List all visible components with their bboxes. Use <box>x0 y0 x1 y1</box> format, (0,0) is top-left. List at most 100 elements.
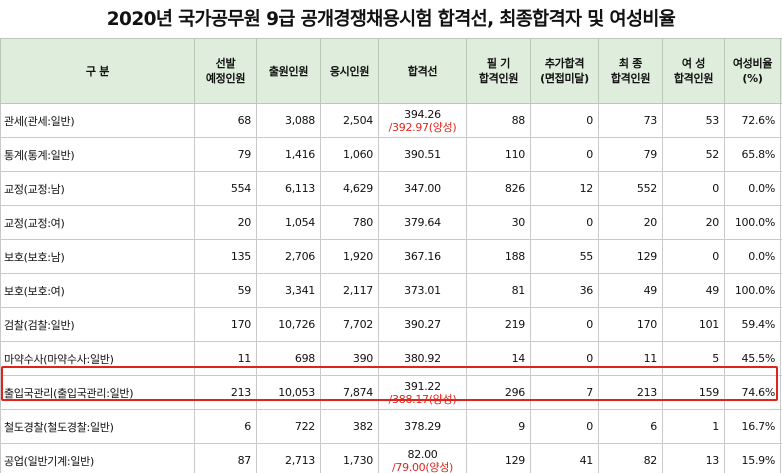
cell-ratio[interactable]: 100.0% <box>724 205 781 240</box>
cell-takers[interactable]: 4,629 <box>320 171 379 206</box>
cell-ratio[interactable]: 65.8% <box>724 137 781 172</box>
cell-cutoff[interactable]: 82.00/79.00(양성) <box>378 443 467 473</box>
cell-cutoff[interactable]: 379.64 <box>378 205 467 240</box>
cell-ratio[interactable]: 100.0% <box>724 273 781 308</box>
cell-cutoff[interactable]: 373.01 <box>378 273 467 308</box>
cell-ratio[interactable]: 16.7% <box>724 409 781 444</box>
cell-final[interactable]: 20 <box>598 205 663 240</box>
cell-written[interactable]: 129 <box>466 443 531 473</box>
cell-applicants[interactable]: 1,416 <box>256 137 321 172</box>
cell-written[interactable]: 14 <box>466 341 531 376</box>
cell-female[interactable]: 13 <box>662 443 725 473</box>
cell-female[interactable]: 20 <box>662 205 725 240</box>
cell-final[interactable]: 213 <box>598 375 663 410</box>
cell-female[interactable]: 0 <box>662 239 725 274</box>
cell-cutoff[interactable]: 391.22/388.17(양성) <box>378 375 467 410</box>
cell-applicants[interactable]: 3,088 <box>256 103 321 138</box>
cell-planned[interactable]: 170 <box>194 307 257 342</box>
cell-planned[interactable]: 554 <box>194 171 257 206</box>
cell-final[interactable]: 129 <box>598 239 663 274</box>
cell-female[interactable]: 101 <box>662 307 725 342</box>
cell-name[interactable]: 공업(일반기계:일반) <box>0 443 195 473</box>
cell-name[interactable]: 보호(보호:남) <box>0 239 195 274</box>
cell-extra[interactable]: 41 <box>530 443 599 473</box>
cell-name[interactable]: 통계(통계:일반) <box>0 137 195 172</box>
cell-name[interactable]: 철도경찰(철도경찰:일반) <box>0 409 195 444</box>
cell-name[interactable]: 교정(교정:남) <box>0 171 195 206</box>
cell-final[interactable]: 82 <box>598 443 663 473</box>
cell-takers[interactable]: 7,874 <box>320 375 379 410</box>
cell-name[interactable]: 검찰(검찰:일반) <box>0 307 195 342</box>
cell-written[interactable]: 826 <box>466 171 531 206</box>
cell-planned[interactable]: 79 <box>194 137 257 172</box>
cell-final[interactable]: 552 <box>598 171 663 206</box>
cell-cutoff[interactable]: 378.29 <box>378 409 467 444</box>
cell-female[interactable]: 159 <box>662 375 725 410</box>
cell-final[interactable]: 49 <box>598 273 663 308</box>
cell-extra[interactable]: 7 <box>530 375 599 410</box>
cell-planned[interactable]: 87 <box>194 443 257 473</box>
cell-applicants[interactable]: 6,113 <box>256 171 321 206</box>
cell-applicants[interactable]: 698 <box>256 341 321 376</box>
cell-cutoff[interactable]: 390.51 <box>378 137 467 172</box>
cell-female[interactable]: 49 <box>662 273 725 308</box>
cell-applicants[interactable]: 2,713 <box>256 443 321 473</box>
cell-extra[interactable]: 0 <box>530 409 599 444</box>
cell-extra[interactable]: 0 <box>530 137 599 172</box>
cell-written[interactable]: 9 <box>466 409 531 444</box>
cell-takers[interactable]: 1,920 <box>320 239 379 274</box>
cell-final[interactable]: 79 <box>598 137 663 172</box>
cell-takers[interactable]: 2,504 <box>320 103 379 138</box>
cell-cutoff[interactable]: 390.27 <box>378 307 467 342</box>
cell-ratio[interactable]: 45.5% <box>724 341 781 376</box>
cell-planned[interactable]: 11 <box>194 341 257 376</box>
cell-takers[interactable]: 1,060 <box>320 137 379 172</box>
cell-applicants[interactable]: 2,706 <box>256 239 321 274</box>
cell-ratio[interactable]: 0.0% <box>724 171 781 206</box>
cell-planned[interactable]: 20 <box>194 205 257 240</box>
cell-takers[interactable]: 390 <box>320 341 379 376</box>
cell-cutoff[interactable]: 394.26/392.97(양성) <box>378 103 467 138</box>
cell-ratio[interactable]: 72.6% <box>724 103 781 138</box>
cell-planned[interactable]: 135 <box>194 239 257 274</box>
cell-name[interactable]: 관세(관세:일반) <box>0 103 195 138</box>
cell-cutoff[interactable]: 367.16 <box>378 239 467 274</box>
cell-extra[interactable]: 0 <box>530 307 599 342</box>
cell-female[interactable]: 52 <box>662 137 725 172</box>
cell-takers[interactable]: 7,702 <box>320 307 379 342</box>
cell-final[interactable]: 6 <box>598 409 663 444</box>
cell-applicants[interactable]: 3,341 <box>256 273 321 308</box>
cell-written[interactable]: 81 <box>466 273 531 308</box>
cell-name[interactable]: 출입국관리(출입국관리:일반) <box>0 375 195 410</box>
cell-female[interactable]: 53 <box>662 103 725 138</box>
cell-applicants[interactable]: 10,053 <box>256 375 321 410</box>
cell-name[interactable]: 교정(교정:여) <box>0 205 195 240</box>
cell-final[interactable]: 73 <box>598 103 663 138</box>
cell-female[interactable]: 0 <box>662 171 725 206</box>
cell-extra[interactable]: 0 <box>530 103 599 138</box>
cell-written[interactable]: 188 <box>466 239 531 274</box>
cell-cutoff[interactable]: 347.00 <box>378 171 467 206</box>
cell-takers[interactable]: 382 <box>320 409 379 444</box>
cell-female[interactable]: 1 <box>662 409 725 444</box>
cell-extra[interactable]: 36 <box>530 273 599 308</box>
cell-cutoff[interactable]: 380.92 <box>378 341 467 376</box>
cell-ratio[interactable]: 15.9% <box>724 443 781 473</box>
cell-name[interactable]: 마약수사(마약수사:일반) <box>0 341 195 376</box>
cell-extra[interactable]: 12 <box>530 171 599 206</box>
cell-final[interactable]: 170 <box>598 307 663 342</box>
cell-written[interactable]: 219 <box>466 307 531 342</box>
cell-written[interactable]: 30 <box>466 205 531 240</box>
cell-written[interactable]: 110 <box>466 137 531 172</box>
cell-takers[interactable]: 2,117 <box>320 273 379 308</box>
cell-name[interactable]: 보호(보호:여) <box>0 273 195 308</box>
cell-takers[interactable]: 780 <box>320 205 379 240</box>
cell-applicants[interactable]: 10,726 <box>256 307 321 342</box>
cell-written[interactable]: 88 <box>466 103 531 138</box>
cell-planned[interactable]: 68 <box>194 103 257 138</box>
cell-planned[interactable]: 213 <box>194 375 257 410</box>
cell-planned[interactable]: 6 <box>194 409 257 444</box>
cell-ratio[interactable]: 59.4% <box>724 307 781 342</box>
cell-extra[interactable]: 0 <box>530 205 599 240</box>
cell-female[interactable]: 5 <box>662 341 725 376</box>
